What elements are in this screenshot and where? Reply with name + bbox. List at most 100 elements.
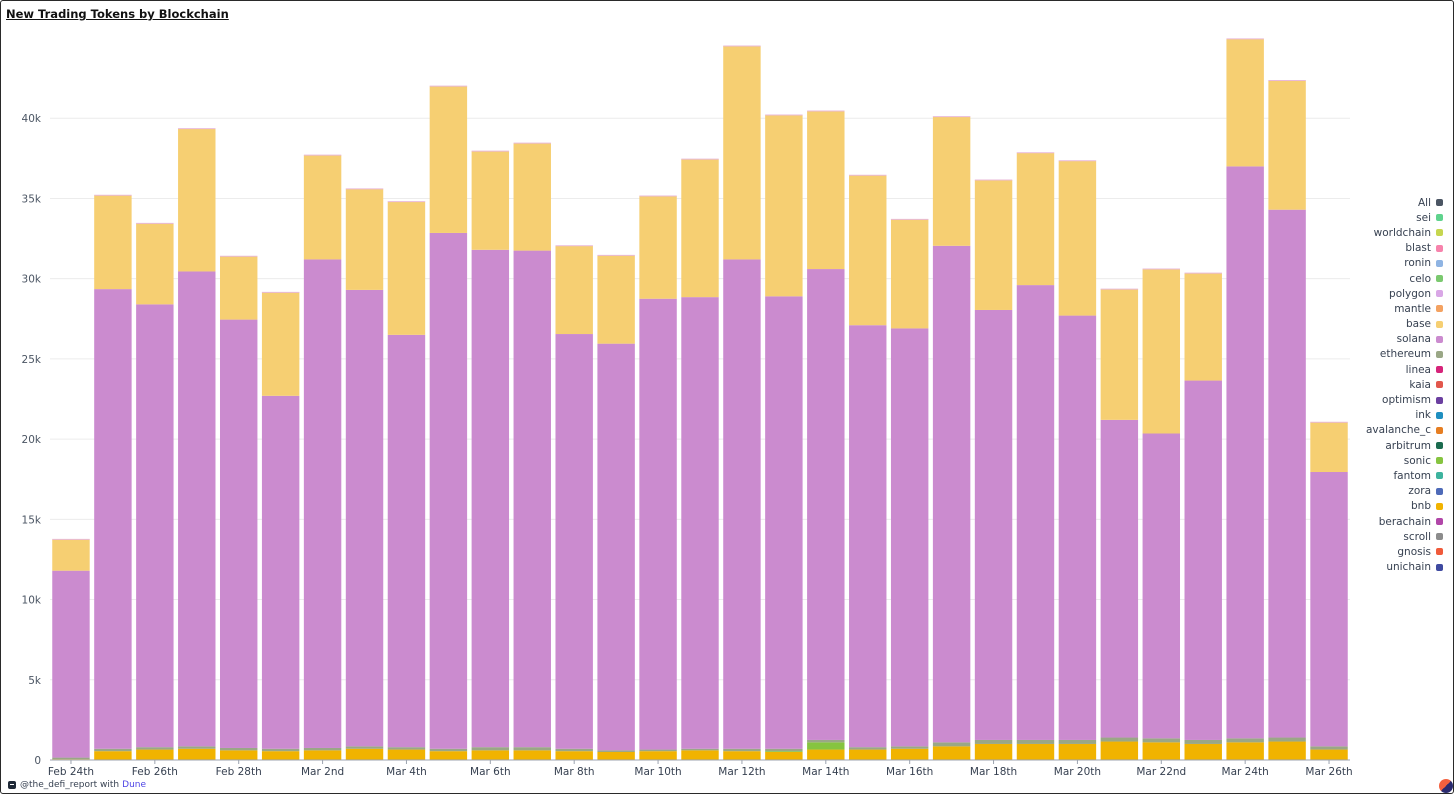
bar-segment-solana[interactable] [219,319,258,748]
legend-item-ethereum[interactable]: ethereum [1333,347,1443,362]
bar-segment-base[interactable] [639,196,677,299]
bar-segment-solana[interactable] [681,297,719,749]
bar-segment-base[interactable] [387,201,426,335]
bar-segment-base[interactable] [471,151,510,250]
legend-item-base[interactable]: base [1333,317,1443,332]
bar-segment-base[interactable] [1058,160,1097,316]
bar-segment-ethereum[interactable] [1226,738,1264,743]
bar-segment-base[interactable] [890,219,929,329]
bar-segment-bnb[interactable] [1226,742,1264,760]
legend-item-avalanche_c[interactable]: avalanche_c [1333,423,1443,438]
legend-item-blast[interactable]: blast [1333,241,1443,256]
bar-segment-base[interactable] [723,46,761,260]
bar-segment-bnb[interactable] [178,748,216,760]
bar-segment-bnb[interactable] [849,749,887,760]
bar-segment-bnb[interactable] [974,743,1013,760]
bar-segment-ethereum[interactable] [1184,739,1222,744]
bar-segment-bnb[interactable] [1100,741,1139,760]
bar-segment-ethereum[interactable] [219,747,258,751]
bar-segment-ethereum[interactable] [387,747,426,750]
bar-segment-solana[interactable] [639,298,677,750]
bar-segment-solana[interactable] [974,309,1013,740]
bar-segment-solana[interactable] [387,334,426,748]
bar-segment-base[interactable] [849,175,887,326]
bar-segment-bnb[interactable] [471,750,510,760]
chart-title[interactable]: New Trading Tokens by Blockchain [6,7,229,21]
legend-item-mantle[interactable]: mantle [1333,301,1443,316]
bar-segment-solana[interactable] [345,289,384,747]
bar-segment-solana[interactable] [1142,433,1181,739]
bar-segment-solana[interactable] [261,395,300,749]
bar-segment-ethereum[interactable] [345,746,384,749]
bar-segment-ethereum[interactable] [513,747,551,751]
bar-segment-solana[interactable] [807,269,845,740]
bar-segment-ethereum[interactable] [807,739,845,743]
bar-segment-ethereum[interactable] [890,746,929,749]
bar-segment-bnb[interactable] [681,750,719,760]
bar-segment-solana[interactable] [555,334,593,749]
legend-item-polygon[interactable]: polygon [1333,286,1443,301]
bar-segment-ethereum[interactable] [303,747,342,751]
legend-item-solana[interactable]: solana [1333,332,1443,347]
bar-segment-ethereum[interactable] [1016,739,1055,744]
bar-segment-bnb[interactable] [639,751,677,760]
bar-segment-base[interactable] [597,255,635,344]
bar-segment-bnb[interactable] [219,750,258,760]
bar-segment-solana[interactable] [849,325,887,748]
bar-segment-base[interactable] [94,195,132,290]
bar-segment-solana[interactable] [429,232,468,749]
bar-segment-solana[interactable] [890,328,929,747]
legend-item-arbitrum[interactable]: arbitrum [1333,438,1443,453]
bar-segment-ethereum[interactable] [849,747,887,750]
bar-segment-solana[interactable] [1100,419,1139,738]
bar-segment-solana[interactable] [597,343,635,751]
bar-segment-solana[interactable] [1226,166,1264,739]
bar-segment-bnb[interactable] [1184,743,1222,760]
bar-segment-ethereum[interactable] [639,749,677,752]
bar-segment-ethereum[interactable] [1058,739,1097,744]
legend-item-fantom[interactable]: fantom [1333,468,1443,483]
bar-segment-bnb[interactable] [807,749,845,760]
legend-item-sei[interactable]: sei [1333,210,1443,225]
legend-item-celo[interactable]: celo [1333,271,1443,286]
legend-item-bnb[interactable]: bnb [1333,499,1443,514]
bar-segment-ethereum[interactable] [555,748,593,752]
legend-item-unichain[interactable]: unichain [1333,560,1443,575]
bar-segment-base[interactable] [261,292,300,396]
bar-segment-base[interactable] [1016,152,1055,286]
bar-segment-ethereum[interactable] [1268,737,1306,742]
legend-item-linea[interactable]: linea [1333,362,1443,377]
legend-item-ink[interactable]: ink [1333,408,1443,423]
bar-segment-base[interactable] [303,155,342,260]
bar-segment-solana[interactable] [303,259,342,748]
bar-segment-base[interactable] [429,86,468,233]
bar-segment-base[interactable] [1268,80,1306,210]
legend-item-kaia[interactable]: kaia [1333,377,1443,392]
bar-segment-bnb[interactable] [429,751,468,760]
bar-segment-sonic[interactable] [765,751,803,752]
bar-segment-base[interactable] [1142,269,1181,434]
bar-segment-solana[interactable] [1268,209,1306,738]
legend-item-berachain[interactable]: berachain [1333,514,1443,529]
bar-segment-solana[interactable] [94,289,132,749]
legend-item-All[interactable]: All [1333,195,1443,210]
bar-segment-ethereum[interactable] [1142,738,1181,743]
legend-item-sonic[interactable]: sonic [1333,453,1443,468]
bar-segment-bnb[interactable] [890,748,929,760]
bar-segment-base[interactable] [136,223,174,305]
legend-item-ronin[interactable]: ronin [1333,256,1443,271]
bar-segment-bnb[interactable] [136,749,174,760]
bar-segment-base[interactable] [219,256,258,320]
bar-segment-bnb[interactable] [555,751,593,760]
bar-segment-solana[interactable] [723,259,761,749]
bar-segment-solana[interactable] [513,250,551,748]
legend-item-worldchain[interactable]: worldchain [1333,225,1443,240]
bar-segment-bnb[interactable] [345,748,384,760]
bar-segment-ethereum[interactable] [136,747,174,750]
bar-segment-bnb[interactable] [1268,741,1306,760]
bar-segment-bnb[interactable] [723,751,761,760]
bar-segment-bnb[interactable] [1058,743,1097,760]
bar-segment-sonic[interactable] [807,742,845,750]
bar-segment-bnb[interactable] [303,750,342,760]
bar-segment-bnb[interactable] [387,749,426,760]
